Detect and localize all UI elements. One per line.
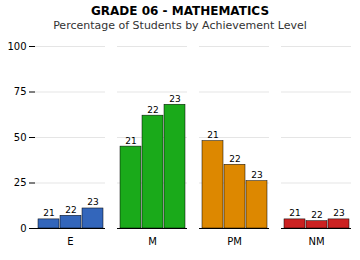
svg-text:21: 21 — [207, 130, 218, 140]
svg-text:23: 23 — [333, 208, 344, 218]
svg-text:22: 22 — [311, 210, 322, 220]
svg-text:22: 22 — [65, 205, 76, 215]
svg-text:0: 0 — [20, 223, 26, 234]
svg-text:23: 23 — [87, 197, 98, 207]
svg-text:25: 25 — [14, 177, 27, 188]
html-text:GRADE 06 - MATHEMATICS: GRADE 06 - MATHEMATICS — [91, 4, 269, 18]
html-text:Percentage of Students by Achi: Percentage of Students by Achievement Le… — [53, 19, 307, 32]
svg-text:E: E — [67, 236, 73, 247]
svg-text:23: 23 — [169, 94, 180, 104]
svg-text:21: 21 — [43, 208, 54, 218]
svg-text:23: 23 — [251, 170, 262, 180]
svg-text:21: 21 — [125, 136, 136, 146]
svg-text:75: 75 — [14, 86, 27, 97]
svg-text:PM: PM — [227, 236, 242, 247]
svg-text:21: 21 — [289, 208, 300, 218]
svg-text:NM: NM — [308, 236, 324, 247]
svg-text:22: 22 — [229, 154, 240, 164]
svg-text:50: 50 — [14, 132, 27, 143]
svg-text:M: M — [148, 236, 157, 247]
svg-text:22: 22 — [147, 105, 158, 115]
svg-text:100: 100 — [7, 41, 26, 52]
